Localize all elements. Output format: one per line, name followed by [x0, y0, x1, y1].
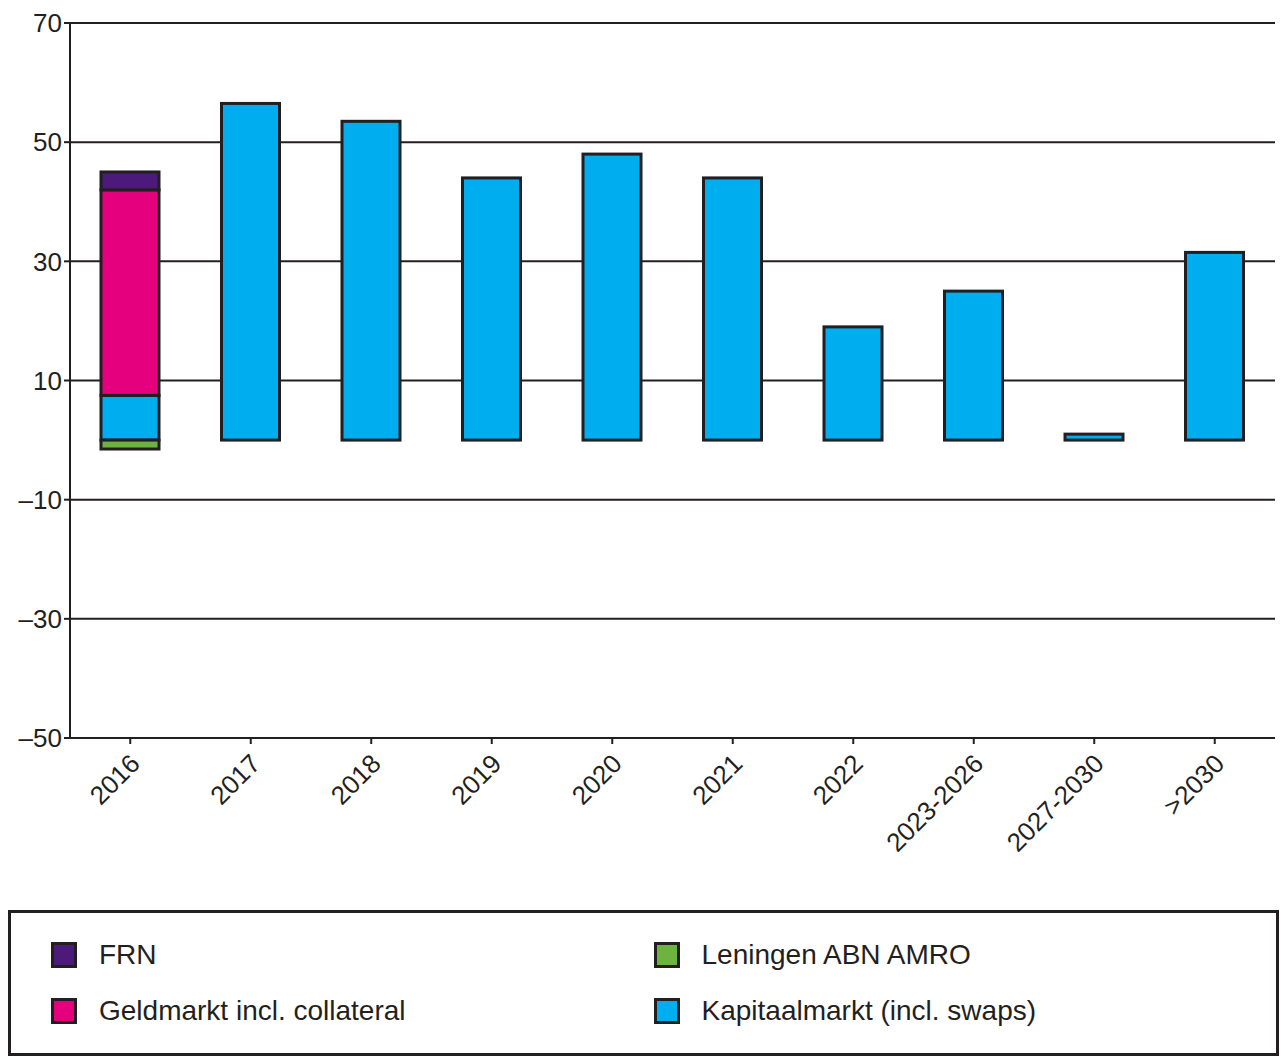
html-text:Kapitaalmarkt (incl. swaps): Kapitaalmarkt (incl. swaps) [701, 995, 1037, 1026]
svg-text:50: 50 [33, 127, 62, 157]
svg-text:2022: 2022 [807, 748, 869, 810]
html-text:FRN: FRN [99, 939, 157, 970]
svg-text:–30: –30 [19, 604, 62, 634]
html-text:Geldmarkt incl. collateral: Geldmarkt incl. collateral [99, 995, 406, 1026]
svg-text:2027-2030: 2027-2030 [1001, 748, 1110, 857]
svg-text:2019: 2019 [445, 748, 507, 810]
svg-text:>2030: >2030 [1157, 748, 1230, 821]
svg-text:–10: –10 [19, 485, 62, 515]
svg-text:2021: 2021 [686, 748, 748, 810]
svg-text:2020: 2020 [566, 748, 628, 810]
svg-text:2018: 2018 [325, 748, 387, 810]
svg-text:70: 70 [33, 8, 62, 38]
svg-text:2016: 2016 [84, 748, 146, 810]
svg-text:2017: 2017 [204, 748, 266, 810]
svg-text:–50: –50 [19, 723, 62, 753]
svg-text:30: 30 [33, 247, 62, 277]
svg-text:2023-2026: 2023-2026 [880, 748, 989, 857]
svg-text:10: 10 [33, 366, 62, 396]
html-text:Leningen ABN AMRO: Leningen ABN AMRO [701, 939, 971, 970]
